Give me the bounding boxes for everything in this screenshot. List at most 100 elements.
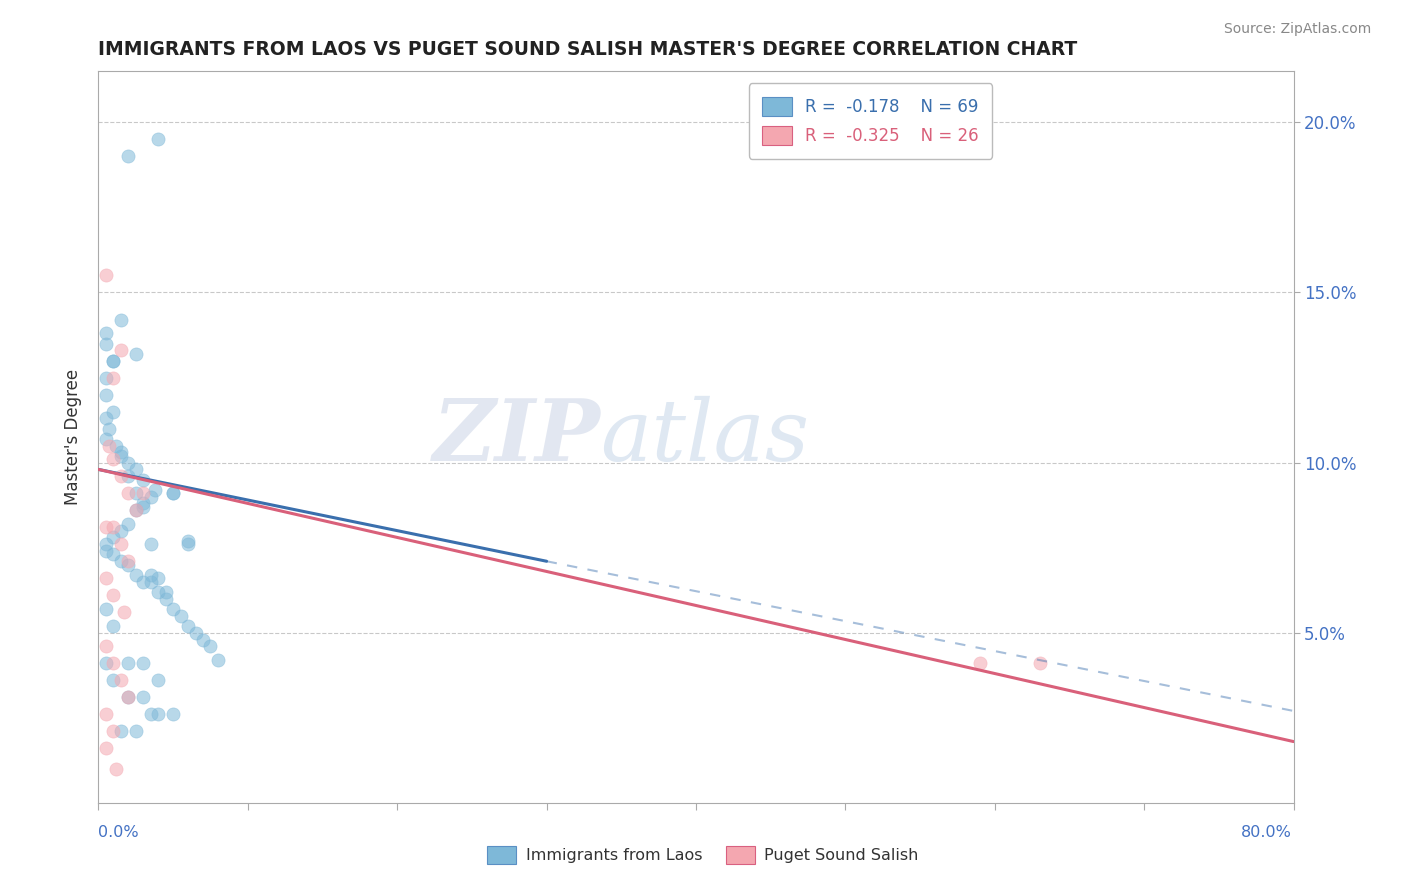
- Point: [103, 531, 125, 545]
- Point: [103, 353, 125, 368]
- Point: [200, 640, 222, 654]
- Point: [110, 445, 132, 459]
- Point: [125, 503, 148, 517]
- Point: [132, 690, 155, 705]
- Point: [117, 657, 139, 671]
- Point: [110, 312, 132, 326]
- Point: [94, 268, 117, 283]
- Point: [207, 653, 229, 667]
- Point: [125, 724, 148, 739]
- Point: [139, 537, 162, 551]
- Point: [148, 673, 170, 688]
- Point: [148, 585, 170, 599]
- Point: [177, 619, 200, 633]
- Point: [139, 490, 162, 504]
- Point: [103, 404, 125, 418]
- Point: [103, 520, 125, 534]
- Point: [94, 411, 117, 425]
- Point: [105, 439, 128, 453]
- Text: IMMIGRANTS FROM LAOS VS PUGET SOUND SALISH MASTER'S DEGREE CORRELATION CHART: IMMIGRANTS FROM LAOS VS PUGET SOUND SALI…: [98, 40, 1077, 59]
- Point: [117, 469, 139, 483]
- Point: [155, 585, 177, 599]
- Point: [94, 544, 117, 558]
- Point: [162, 602, 184, 616]
- Point: [148, 707, 170, 722]
- Point: [162, 486, 184, 500]
- Point: [184, 625, 207, 640]
- Point: [110, 449, 132, 463]
- Point: [125, 486, 148, 500]
- Point: [191, 632, 214, 647]
- Point: [110, 673, 132, 688]
- Text: 80.0%: 80.0%: [1241, 825, 1292, 839]
- Point: [125, 462, 148, 476]
- Point: [103, 452, 125, 467]
- Point: [103, 353, 125, 368]
- Point: [94, 640, 117, 654]
- Point: [110, 524, 132, 538]
- Text: ZIP: ZIP: [433, 395, 600, 479]
- Text: atlas: atlas: [600, 396, 810, 478]
- Point: [103, 673, 125, 688]
- Point: [132, 486, 155, 500]
- Point: [1028, 657, 1050, 671]
- Point: [132, 574, 155, 589]
- Point: [132, 496, 155, 510]
- Point: [94, 537, 117, 551]
- Point: [117, 690, 139, 705]
- Point: [139, 567, 162, 582]
- Point: [103, 370, 125, 384]
- Point: [94, 707, 117, 722]
- Point: [103, 724, 125, 739]
- Point: [110, 554, 132, 568]
- Point: [117, 456, 139, 470]
- Point: [105, 762, 128, 776]
- Point: [117, 486, 139, 500]
- Point: [148, 132, 170, 146]
- Point: [125, 347, 148, 361]
- Point: [103, 548, 125, 562]
- Point: [94, 370, 117, 384]
- Point: [94, 571, 117, 585]
- Point: [94, 432, 117, 446]
- Text: 0.0%: 0.0%: [98, 825, 139, 839]
- Point: [94, 520, 117, 534]
- Point: [94, 387, 117, 401]
- Legend: Immigrants from Laos, Puget Sound Salish: Immigrants from Laos, Puget Sound Salish: [481, 839, 925, 871]
- Point: [132, 473, 155, 487]
- Point: [139, 707, 162, 722]
- Point: [162, 707, 184, 722]
- Point: [143, 483, 166, 497]
- Point: [110, 537, 132, 551]
- Point: [97, 421, 120, 435]
- Point: [177, 537, 200, 551]
- Point: [94, 602, 117, 616]
- Point: [117, 149, 139, 163]
- Point: [117, 558, 139, 572]
- Point: [148, 571, 170, 585]
- Point: [169, 608, 191, 623]
- Point: [110, 724, 132, 739]
- Point: [94, 657, 117, 671]
- Point: [103, 657, 125, 671]
- Point: [132, 657, 155, 671]
- Point: [112, 605, 135, 619]
- Y-axis label: Master's Degree: Master's Degree: [65, 369, 83, 505]
- Point: [110, 469, 132, 483]
- Legend: R =  -0.178    N = 69, R =  -0.325    N = 26: R = -0.178 N = 69, R = -0.325 N = 26: [749, 83, 993, 159]
- Point: [177, 533, 200, 548]
- Point: [110, 343, 132, 358]
- Point: [117, 516, 139, 531]
- Point: [969, 657, 991, 671]
- Point: [97, 439, 120, 453]
- Point: [139, 574, 162, 589]
- Point: [117, 554, 139, 568]
- Point: [132, 500, 155, 514]
- Point: [94, 336, 117, 351]
- Point: [103, 619, 125, 633]
- Point: [125, 503, 148, 517]
- Point: [94, 741, 117, 756]
- Text: Source: ZipAtlas.com: Source: ZipAtlas.com: [1223, 22, 1371, 37]
- Point: [162, 486, 184, 500]
- Point: [103, 588, 125, 602]
